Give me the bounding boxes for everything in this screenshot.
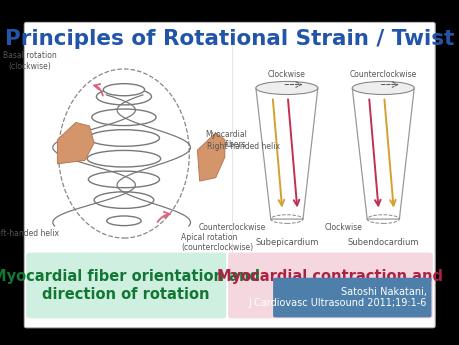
- FancyBboxPatch shape: [26, 253, 226, 318]
- Text: Principles of Rotational Strain / Twist: Principles of Rotational Strain / Twist: [5, 29, 454, 49]
- Polygon shape: [256, 88, 318, 219]
- Text: Right-handed helix: Right-handed helix: [207, 142, 280, 151]
- FancyBboxPatch shape: [24, 22, 435, 328]
- Text: Subendocardium: Subendocardium: [347, 238, 419, 247]
- Text: Counterclockwise: Counterclockwise: [350, 70, 417, 79]
- Text: Myocardial
fibers: Myocardial fibers: [205, 130, 247, 149]
- Text: Clockwise: Clockwise: [268, 70, 306, 79]
- Ellipse shape: [89, 171, 160, 188]
- Ellipse shape: [96, 88, 151, 105]
- Text: Clockwise: Clockwise: [325, 223, 363, 231]
- Text: Satoshi Nakatani,
J Cardiovasc Ultrasound 2011;19:1-6: Satoshi Nakatani, J Cardiovasc Ultrasoun…: [248, 287, 427, 308]
- Text: Apical rotation
(counterclockwise): Apical rotation (counterclockwise): [181, 233, 253, 252]
- Polygon shape: [197, 133, 225, 181]
- FancyBboxPatch shape: [273, 278, 431, 317]
- Ellipse shape: [106, 216, 141, 226]
- Text: Counterclockwise: Counterclockwise: [199, 223, 266, 231]
- Ellipse shape: [94, 192, 154, 208]
- Text: Left-handed helix: Left-handed helix: [0, 229, 59, 238]
- Text: Myocardial contraction and
rotation: Myocardial contraction and rotation: [218, 269, 443, 302]
- Ellipse shape: [87, 150, 161, 167]
- Text: Basal rotation
(clockwise): Basal rotation (clockwise): [3, 51, 57, 71]
- Ellipse shape: [89, 130, 160, 146]
- Polygon shape: [353, 88, 414, 219]
- FancyBboxPatch shape: [228, 253, 433, 318]
- Ellipse shape: [353, 81, 414, 95]
- Ellipse shape: [103, 84, 145, 96]
- Ellipse shape: [92, 109, 156, 126]
- Polygon shape: [57, 122, 94, 164]
- Text: Subepicardium: Subepicardium: [255, 238, 319, 247]
- Ellipse shape: [256, 81, 318, 95]
- Text: Myocardial fiber orientation and
direction of rotation: Myocardial fiber orientation and directi…: [0, 269, 260, 302]
